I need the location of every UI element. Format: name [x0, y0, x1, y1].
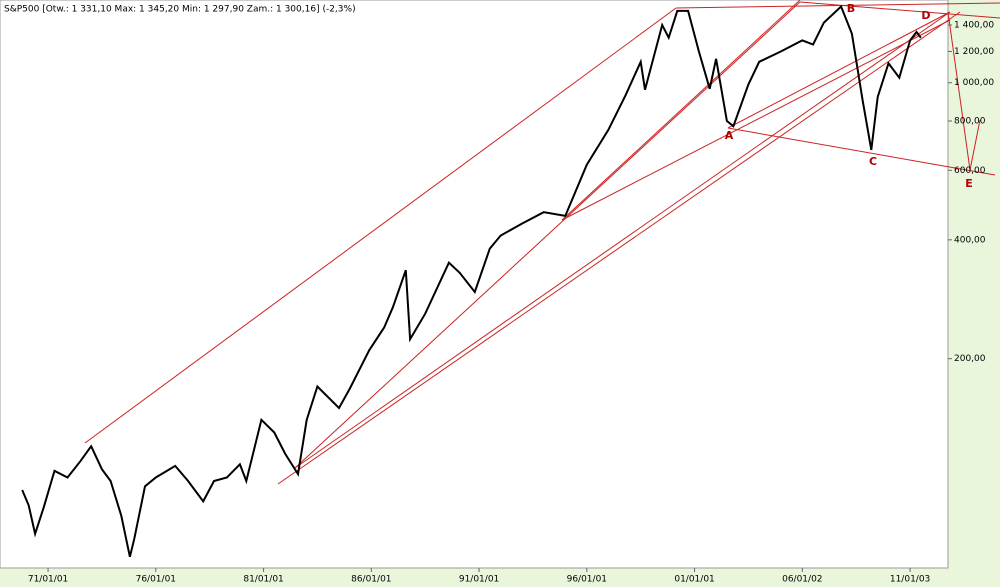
plot-area: [0, 0, 949, 569]
wave-label: E: [965, 177, 973, 190]
x-tick-label: 86/01/01: [351, 575, 391, 585]
trend-line: [277, 11, 961, 485]
trend-line: [84, 7, 677, 444]
x-tick-label: 11/01/03: [890, 575, 930, 585]
x-tick-label: 96/01/01: [567, 575, 607, 585]
x-tick-label: 06/01/02: [782, 575, 822, 585]
x-tick-label: 81/01/01: [243, 575, 283, 585]
y-tick-label: 1 000,00: [954, 78, 994, 88]
trend-line: [561, 19, 951, 221]
trend-line: [561, 0, 801, 221]
trend-line: [947, 11, 971, 171]
y-tick-label: 1 200,00: [954, 47, 994, 57]
x-tick-label: 91/01/01: [459, 575, 499, 585]
trend-line: [727, 127, 996, 176]
trend-line: [727, 11, 951, 129]
chart-title: S&P500 [Otw.: 1 331,10 Max: 1 345,20 Min…: [4, 5, 356, 15]
x-tick-label: 71/01/01: [28, 575, 68, 585]
x-tick-label: 01/01/01: [674, 575, 714, 585]
y-tick-label: 800,00: [954, 116, 986, 126]
x-tick-label: 76/01/01: [136, 575, 176, 585]
y-tick-label: 200,00: [954, 354, 986, 364]
trend-lines: [84, 0, 1000, 485]
wave-label: D: [921, 9, 930, 22]
y-tick-label: 1 400,00: [954, 21, 994, 31]
price-line: [21, 4, 922, 558]
wave-label: A: [725, 129, 734, 142]
trend-line: [799, 1, 1000, 19]
y-tick-label: 400,00: [954, 235, 986, 245]
wave-label: B: [847, 2, 855, 15]
y-tick-label: 600,00: [954, 166, 986, 176]
trend-line: [294, 1, 801, 469]
wave-label: C: [869, 155, 877, 168]
trend-line: [294, 11, 951, 469]
trend-line: [969, 119, 981, 171]
